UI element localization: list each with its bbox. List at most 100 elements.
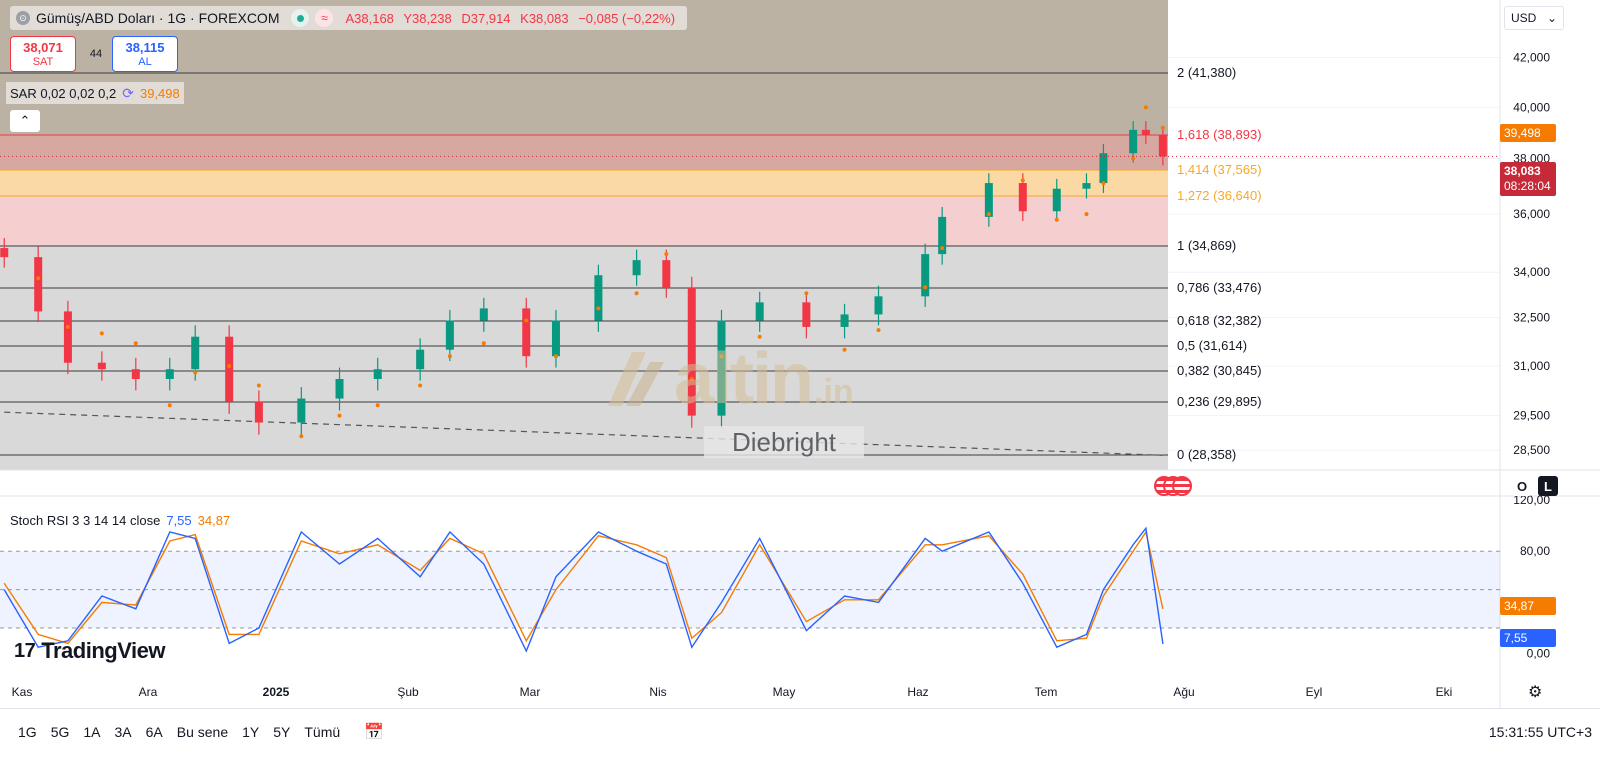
altin-logo-icon bbox=[600, 344, 670, 414]
range-5y[interactable]: 5Y bbox=[267, 720, 296, 744]
candle-body bbox=[336, 379, 344, 399]
sar-dot bbox=[1084, 212, 1088, 216]
sar-price-tag: 39,498 bbox=[1500, 124, 1556, 142]
watermark-text: altin bbox=[674, 338, 812, 420]
ohlc-close: K38,083 bbox=[520, 11, 568, 26]
fib-level-label: 2 (41,380) bbox=[1177, 65, 1236, 80]
price-axis-tick: 32,500 bbox=[1513, 310, 1550, 324]
sar-dot bbox=[1131, 157, 1135, 161]
sar-dot bbox=[66, 325, 70, 329]
candle-body bbox=[225, 337, 233, 402]
tradingview-mark-icon: 17 bbox=[14, 640, 35, 663]
bottom-toolbar: 1G 5G 1A 3A 6A Bu sene 1Y 5Y Tümü 📅 15:3… bbox=[0, 708, 1600, 754]
range-1g[interactable]: 1G bbox=[12, 720, 43, 744]
ohlc-change: −0,085 (−0,22%) bbox=[578, 11, 675, 26]
sar-dot bbox=[664, 252, 668, 256]
watermark-tld: .in bbox=[814, 373, 854, 412]
buy-button[interactable]: 38,115 AL bbox=[112, 36, 178, 72]
candle-body bbox=[594, 275, 602, 320]
gear-icon[interactable]: ⚙ bbox=[1528, 682, 1542, 702]
time-axis-tick: Tem bbox=[1035, 685, 1058, 699]
candle-body bbox=[191, 337, 199, 370]
bar-countdown: 08:28:04 bbox=[1504, 179, 1551, 194]
symbol-header[interactable]: ⊙ Gümüş/ABD Doları · 1G · FOREXCOM ≈ A38… bbox=[10, 6, 687, 30]
sar-dot bbox=[134, 341, 138, 345]
range-1y[interactable]: 1Y bbox=[236, 720, 265, 744]
sar-dot bbox=[299, 434, 303, 438]
sar-dot bbox=[376, 403, 380, 407]
sar-dot bbox=[877, 328, 881, 332]
range-all[interactable]: Tümü bbox=[298, 720, 346, 744]
currency-label: USD bbox=[1511, 11, 1536, 25]
sar-dot bbox=[257, 384, 261, 388]
stoch-axis-tick: 80,00 bbox=[1520, 544, 1550, 558]
candle-body bbox=[255, 402, 263, 423]
symbol-title[interactable]: Gümüş/ABD Doları · 1G · FOREXCOM bbox=[36, 10, 279, 26]
fib-level-label: 1,618 (38,893) bbox=[1177, 127, 1262, 142]
candle-body bbox=[552, 320, 560, 356]
time-axis-tick: Eki bbox=[1436, 685, 1453, 699]
refresh-icon[interactable]: ⟳ bbox=[122, 85, 134, 102]
candle-body bbox=[1099, 153, 1107, 183]
candle-body bbox=[1159, 135, 1167, 157]
economic-events-flags[interactable] bbox=[1154, 476, 1200, 498]
candle-body bbox=[756, 302, 764, 320]
range-ytd[interactable]: Bu sene bbox=[171, 720, 234, 744]
wave-icon[interactable]: ≈ bbox=[315, 9, 333, 27]
time-axis-tick: Nis bbox=[649, 685, 666, 699]
time-axis-tick: 2025 bbox=[263, 685, 290, 699]
stoch-k-tag: 7,55 bbox=[1500, 629, 1556, 647]
sar-legend[interactable]: SAR 0,02 0,02 0,2 ⟳ 39,498 bbox=[6, 82, 184, 104]
time-axis-tick: Ara bbox=[139, 685, 158, 699]
candle-body bbox=[841, 314, 849, 327]
candle-body bbox=[985, 183, 993, 217]
author-label: Diebright bbox=[704, 426, 864, 458]
fib-level-label: 0 (28,358) bbox=[1177, 447, 1236, 462]
sar-dot bbox=[554, 354, 558, 358]
ohlc-open: A38,168 bbox=[345, 11, 393, 26]
us-flag-icon[interactable] bbox=[1172, 476, 1192, 496]
range-6a[interactable]: 6A bbox=[140, 720, 169, 744]
price-axis-tick: 28,500 bbox=[1513, 443, 1550, 457]
fib-level-label: 0,236 (29,895) bbox=[1177, 394, 1262, 409]
tradingview-logo[interactable]: 17 TradingView bbox=[14, 638, 165, 664]
sar-dot bbox=[923, 285, 927, 289]
clock-readout[interactable]: 15:31:55 UTC+3 bbox=[1489, 724, 1592, 740]
candle-body bbox=[374, 369, 382, 379]
range-1a[interactable]: 1A bbox=[77, 720, 106, 744]
price-axis-tick: 42,000 bbox=[1513, 51, 1550, 65]
stoch-k-value: 7,55 bbox=[166, 513, 191, 528]
fib-band-lower bbox=[0, 246, 1168, 470]
market-open-dot-icon[interactable] bbox=[291, 9, 309, 27]
sar-dot bbox=[168, 403, 172, 407]
sar-dot bbox=[482, 341, 486, 345]
candle-body bbox=[1053, 189, 1061, 212]
candle-body bbox=[875, 296, 883, 314]
price-axis-tick: 31,000 bbox=[1513, 359, 1550, 373]
candle-body bbox=[633, 260, 641, 275]
sar-legend-label: SAR 0,02 0,02 0,2 bbox=[10, 86, 116, 101]
candle-body bbox=[1019, 183, 1027, 211]
log-scale-button[interactable]: L bbox=[1538, 476, 1558, 496]
calendar-icon[interactable]: 📅 bbox=[364, 722, 384, 742]
candle-body bbox=[34, 257, 42, 311]
stoch-d-tag: 34,87 bbox=[1500, 597, 1556, 615]
sell-button[interactable]: 38,071 SAT bbox=[10, 36, 76, 72]
range-3a[interactable]: 3A bbox=[109, 720, 138, 744]
sar-dot bbox=[448, 354, 452, 358]
candle-body bbox=[522, 308, 530, 356]
collapse-legend-button[interactable]: ⌃ bbox=[10, 110, 40, 132]
candle-body bbox=[446, 320, 454, 349]
fib-level-label: 1,272 (36,640) bbox=[1177, 188, 1262, 203]
stoch-rsi-legend[interactable]: Stoch RSI 3 3 14 14 close 7,55 34,87 bbox=[10, 513, 230, 528]
last-price-tag: 38,083 08:28:04 bbox=[1500, 162, 1556, 196]
chevron-down-icon: ⌄ bbox=[1547, 11, 1557, 25]
range-5g[interactable]: 5G bbox=[45, 720, 76, 744]
silver-icon: ⊙ bbox=[16, 11, 30, 25]
price-axis-tick: 29,500 bbox=[1513, 409, 1550, 423]
fib-level-label: 0,5 (31,614) bbox=[1177, 338, 1247, 353]
time-axis-tick: Kas bbox=[12, 685, 33, 699]
sar-dot bbox=[193, 370, 197, 374]
scale-o-button[interactable]: O bbox=[1512, 476, 1532, 496]
currency-button[interactable]: USD ⌄ bbox=[1504, 6, 1564, 30]
